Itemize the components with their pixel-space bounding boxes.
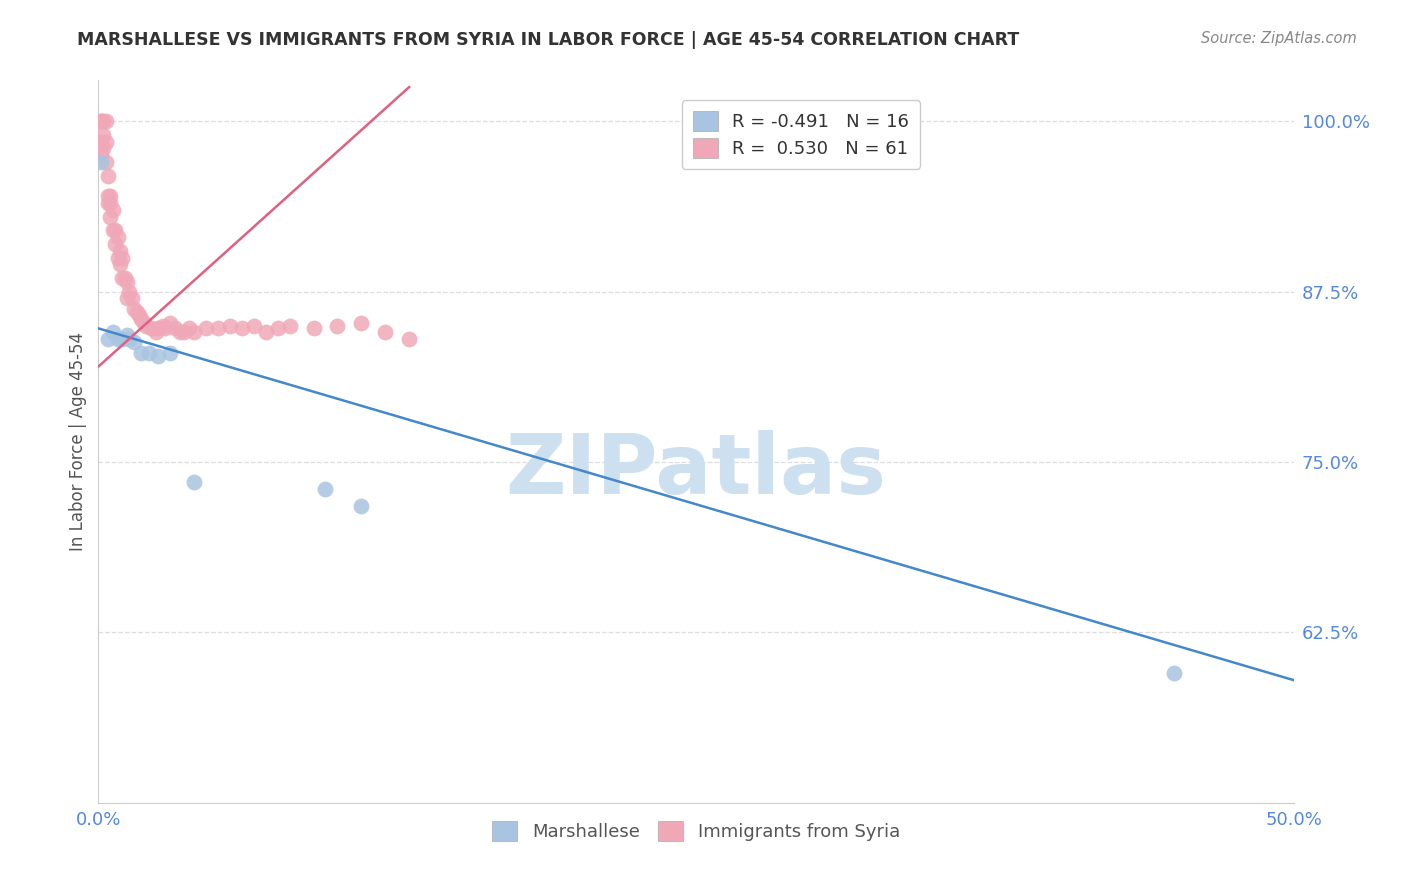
Point xyxy=(139,321,162,335)
Point xyxy=(111,332,134,346)
Point xyxy=(121,292,143,306)
Point xyxy=(350,316,373,330)
Point xyxy=(128,308,150,322)
Point xyxy=(115,292,138,306)
Point xyxy=(97,189,120,203)
Point xyxy=(124,302,146,317)
Point xyxy=(108,257,131,271)
Point xyxy=(101,326,124,340)
Point xyxy=(315,482,337,496)
Point xyxy=(108,244,131,258)
Point xyxy=(114,271,136,285)
Point xyxy=(398,332,420,346)
Point xyxy=(1163,666,1185,681)
Point xyxy=(118,332,141,346)
Point xyxy=(163,321,186,335)
Point xyxy=(124,334,146,349)
Point xyxy=(219,318,242,333)
Point xyxy=(183,475,205,490)
Point xyxy=(90,114,112,128)
Point xyxy=(135,318,157,333)
Point xyxy=(107,230,129,244)
Point xyxy=(97,169,120,183)
Point xyxy=(243,318,266,333)
Point xyxy=(90,114,112,128)
Point xyxy=(107,332,129,346)
Text: ZIPatlas: ZIPatlas xyxy=(506,430,886,511)
Point xyxy=(111,251,134,265)
Point xyxy=(101,202,124,217)
Point xyxy=(155,321,177,335)
Point xyxy=(159,316,181,330)
Point xyxy=(254,326,277,340)
Point xyxy=(131,346,153,360)
Point xyxy=(94,135,117,149)
Text: MARSHALLESE VS IMMIGRANTS FROM SYRIA IN LABOR FORCE | AGE 45-54 CORRELATION CHAR: MARSHALLESE VS IMMIGRANTS FROM SYRIA IN … xyxy=(77,31,1019,49)
Point xyxy=(350,499,373,513)
Point xyxy=(90,135,112,149)
Point xyxy=(231,321,253,335)
Point xyxy=(138,346,160,360)
Y-axis label: In Labor Force | Age 45-54: In Labor Force | Age 45-54 xyxy=(69,332,87,551)
Point xyxy=(91,114,114,128)
Point xyxy=(94,114,117,128)
Point xyxy=(104,236,127,251)
Point xyxy=(132,316,155,330)
Point xyxy=(374,326,396,340)
Point xyxy=(97,196,120,211)
Text: Source: ZipAtlas.com: Source: ZipAtlas.com xyxy=(1201,31,1357,46)
Point xyxy=(107,251,129,265)
Point xyxy=(148,349,170,363)
Point xyxy=(267,321,290,335)
Point xyxy=(98,210,122,224)
Point xyxy=(326,318,349,333)
Point xyxy=(183,326,205,340)
Point xyxy=(98,189,122,203)
Legend: Marshallese, Immigrants from Syria: Marshallese, Immigrants from Syria xyxy=(485,814,907,848)
Point xyxy=(94,155,117,169)
Point xyxy=(101,223,124,237)
Point xyxy=(97,332,120,346)
Point xyxy=(98,196,122,211)
Point xyxy=(207,321,229,335)
Point xyxy=(115,328,138,343)
Point xyxy=(90,148,112,162)
Point xyxy=(179,321,201,335)
Point xyxy=(104,223,127,237)
Point xyxy=(169,326,191,340)
Point xyxy=(195,321,218,335)
Point xyxy=(131,311,153,326)
Point xyxy=(145,326,167,340)
Point xyxy=(91,128,114,142)
Point xyxy=(278,318,301,333)
Point xyxy=(148,321,170,335)
Point xyxy=(302,321,325,335)
Point xyxy=(118,285,141,299)
Point xyxy=(111,271,134,285)
Point xyxy=(152,318,174,333)
Point xyxy=(125,305,148,319)
Point xyxy=(115,275,138,289)
Point xyxy=(91,141,114,155)
Point xyxy=(90,155,112,169)
Point xyxy=(159,346,181,360)
Point xyxy=(173,326,195,340)
